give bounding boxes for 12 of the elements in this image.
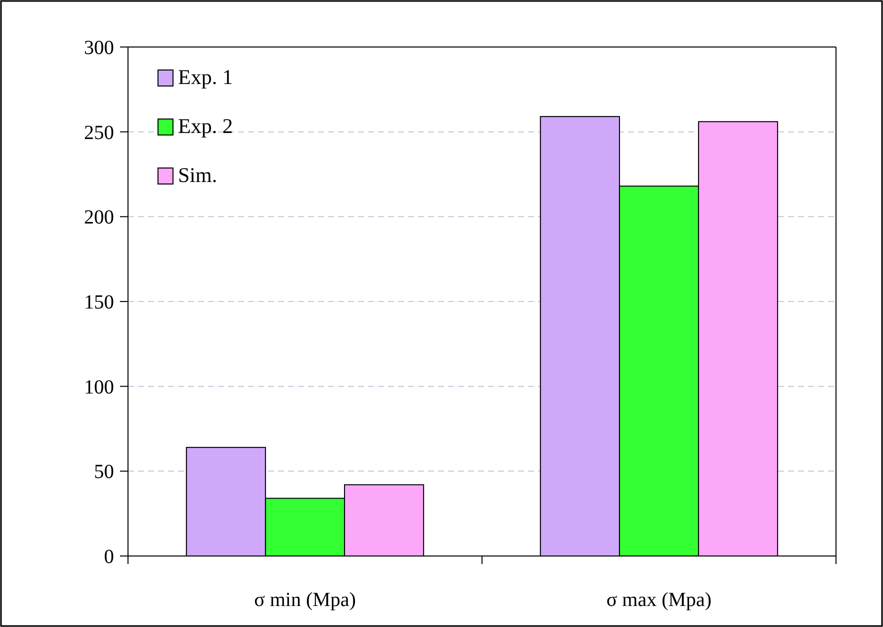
legend-label: Sim. — [178, 163, 218, 187]
y-tick-label: 200 — [84, 206, 114, 229]
y-tick-label: 100 — [84, 376, 114, 398]
y-tick-label: 0 — [104, 546, 114, 568]
y-tick-label: 150 — [84, 292, 114, 314]
x-tick-label: σ min (Mpa) — [254, 589, 356, 611]
y-tick-label: 300 — [84, 37, 114, 59]
x-tick-label: σ max (Mpa) — [606, 589, 712, 611]
legend-label: Exp. 2 — [178, 114, 233, 138]
y-tick-label: 250 — [84, 122, 114, 144]
y-tick-label: 50 — [94, 461, 114, 484]
legend-label: Exp. 1 — [178, 65, 233, 89]
